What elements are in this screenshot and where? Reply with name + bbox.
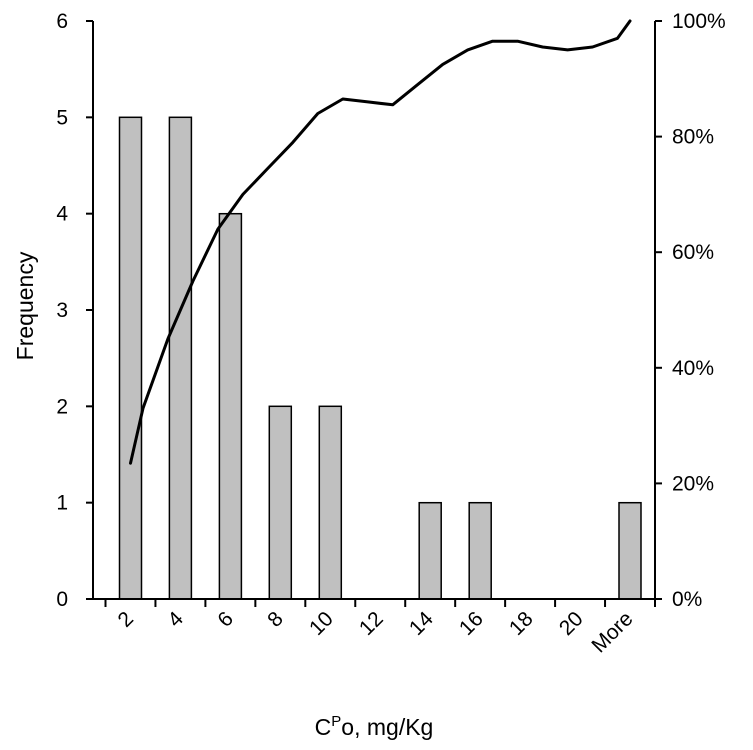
x-axis-title: CPo, mg/Kg xyxy=(315,713,434,740)
x-tick-label: 2 xyxy=(114,607,139,632)
x-tick-label: 14 xyxy=(405,607,438,640)
y-tick-label: 2 xyxy=(56,395,68,418)
y-tick-label: 1 xyxy=(56,492,68,515)
y2-tick-label: 100% xyxy=(672,10,726,33)
y2-tick-label: 80% xyxy=(672,126,714,149)
x-tick-label: More xyxy=(587,607,637,657)
histogram-bar-6 xyxy=(418,501,442,600)
y-tick-label: 4 xyxy=(56,203,68,226)
histogram-bar-8 xyxy=(618,501,642,600)
y-tick-label: 3 xyxy=(56,299,68,322)
y2-tick-label: 60% xyxy=(672,241,714,264)
y2-tick-label: 0% xyxy=(672,588,702,611)
x-tick-label: 12 xyxy=(355,607,388,640)
x-tick-label: 18 xyxy=(505,607,538,640)
y-tick-label: 5 xyxy=(56,106,68,129)
cumulative-line-layer xyxy=(129,19,632,465)
x-tick-label: 16 xyxy=(455,607,488,640)
x-tick-label: 8 xyxy=(263,607,288,632)
x-axis-title-superscript: P xyxy=(331,713,341,730)
y-tick-label: 0 xyxy=(56,588,68,611)
cumulative-percent-line xyxy=(129,19,632,465)
x-axis-title-rest: o, mg/Kg xyxy=(341,714,433,740)
y-axis-title: Frequency xyxy=(12,251,38,360)
histogram-bar-5 xyxy=(318,405,343,600)
histogram-bar-7 xyxy=(468,501,492,600)
y2-tick-label: 40% xyxy=(672,357,714,380)
x-tick-label: 4 xyxy=(163,607,188,632)
x-tick-label: 10 xyxy=(305,607,338,640)
x-tick-label: 20 xyxy=(555,607,588,640)
histogram-bar-3 xyxy=(218,212,243,600)
x-tick-label: 6 xyxy=(213,607,238,632)
histogram-bar-1 xyxy=(118,116,143,600)
histogram-bar-2 xyxy=(168,116,193,600)
y-tick-label: 6 xyxy=(56,10,68,33)
x-axis-title-base: C xyxy=(315,714,332,740)
y2-tick-label: 20% xyxy=(672,472,714,495)
bars-layer xyxy=(118,116,642,600)
histogram-bar-4 xyxy=(268,405,293,600)
